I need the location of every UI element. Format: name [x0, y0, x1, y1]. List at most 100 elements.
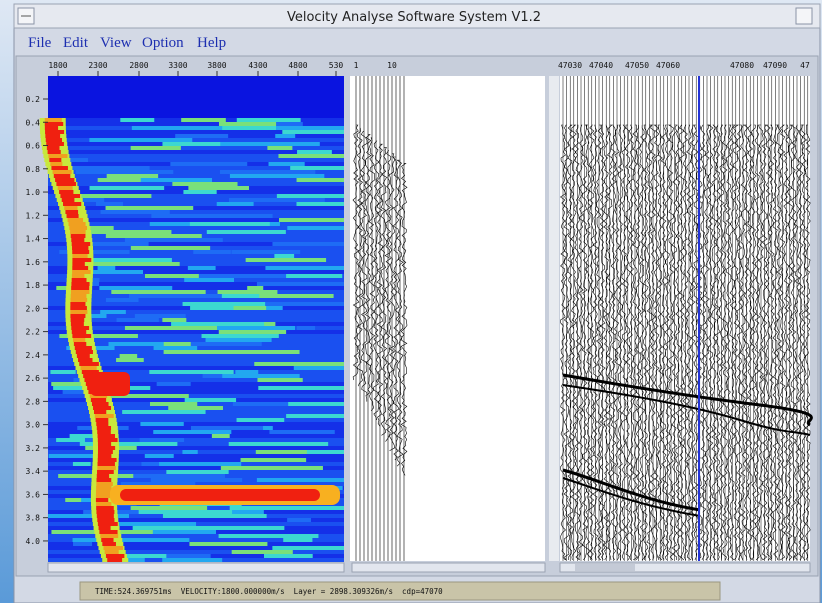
- semblance-row: [48, 382, 344, 386]
- trace-wiggle: [711, 124, 718, 561]
- semblance-band: [296, 202, 344, 206]
- semblance-band: [254, 362, 344, 366]
- semblance-row: [48, 194, 344, 198]
- semblance-peak: [76, 354, 90, 358]
- semblance-band: [69, 434, 95, 438]
- semblance-band: [264, 302, 344, 306]
- semblance-band: [222, 374, 276, 378]
- semblance-band: [282, 130, 344, 134]
- menu-item[interactable]: Help: [197, 35, 226, 51]
- semblance-peak: [97, 438, 118, 442]
- trace-wiggle: [754, 124, 761, 561]
- semblance-peak: [44, 118, 62, 122]
- semblance-row: [48, 318, 344, 322]
- semblance-band: [100, 310, 126, 314]
- time-tick-label: 3.8: [26, 514, 41, 523]
- semblance-peak: [72, 250, 90, 254]
- semblance-band: [188, 186, 249, 190]
- semblance-band: [235, 370, 259, 374]
- semblance-peak: [81, 370, 99, 374]
- semblance-band: [163, 350, 254, 354]
- menu-item[interactable]: File: [28, 35, 52, 51]
- menu-item[interactable]: View: [100, 35, 132, 51]
- reflector: [562, 384, 811, 436]
- semblance-band: [56, 438, 85, 442]
- semblance-band: [296, 178, 344, 182]
- semblance-peak: [70, 306, 87, 310]
- semblance-peak: [73, 342, 87, 346]
- semblance-peak: [72, 254, 88, 258]
- semblance-row: [48, 146, 344, 150]
- gather-scrollbar[interactable]: [351, 562, 546, 573]
- semblance-band: [139, 138, 193, 142]
- cdp-tick-label: 47080: [730, 61, 754, 70]
- cdp-scrollbar[interactable]: [559, 562, 811, 573]
- semblance-row: [48, 390, 344, 394]
- semblance-peak: [69, 226, 88, 230]
- semblance-peak: [71, 278, 87, 282]
- semblance-band: [219, 170, 316, 174]
- semblance-band: [151, 554, 211, 558]
- semblance-peak: [61, 198, 75, 202]
- semblance-row: [48, 174, 344, 178]
- semblance-band: [77, 242, 149, 246]
- semblance-row: [48, 282, 344, 286]
- semblance-row: [48, 458, 344, 462]
- semblance-band: [140, 422, 184, 426]
- semblance-row: [48, 242, 344, 246]
- semblance-peak: [97, 522, 118, 526]
- cdp-tick-label: 47: [800, 61, 810, 70]
- menu-item[interactable]: Option: [142, 35, 184, 51]
- semblance-peak: [56, 182, 76, 186]
- velocity-tick-label: 3800: [207, 61, 226, 70]
- trace-wiggle: [786, 124, 793, 561]
- semblance-row: [48, 414, 344, 418]
- semblance-row: [48, 334, 344, 338]
- semblance-band: [116, 318, 159, 322]
- semblance-peak: [95, 498, 109, 502]
- semblance-peak: [45, 138, 63, 142]
- cdp-scroll-thumb[interactable]: [575, 564, 635, 571]
- semblance-row: [48, 354, 344, 358]
- reflector: [562, 373, 813, 427]
- menu-item[interactable]: Edit: [63, 35, 89, 51]
- semblance-peak: [45, 134, 61, 138]
- semblance-band: [247, 286, 264, 290]
- semblance-row: [48, 446, 344, 450]
- trace-wiggle: [606, 124, 613, 561]
- semblance-band: [245, 258, 327, 262]
- semblance-row: [48, 286, 344, 290]
- time-tick-label: 3.6: [26, 490, 41, 499]
- semblance-band: [183, 190, 217, 194]
- semblance-band: [193, 250, 231, 254]
- velocity-tick-label: 4300: [248, 61, 267, 70]
- semblance-row: [48, 366, 344, 370]
- semblance-band: [81, 198, 105, 202]
- semblance-peak: [96, 514, 114, 518]
- semblance-band: [157, 430, 200, 434]
- trace-wiggle: [599, 124, 606, 561]
- semblance-band: [190, 342, 262, 346]
- semblance-peak: [45, 130, 65, 134]
- time-tick-label: 4.0: [26, 537, 41, 546]
- trace-wiggle: [772, 124, 779, 561]
- cdp-tick-label: 47030: [558, 61, 582, 70]
- semblance-row: [48, 150, 344, 154]
- semblance-band: [205, 338, 272, 342]
- semblance-row: [48, 210, 344, 214]
- trace-wiggle: [743, 124, 750, 561]
- time-tick-label: 3.2: [26, 444, 41, 453]
- semblance-row: [48, 270, 344, 274]
- semblance-band: [287, 226, 344, 230]
- semblance-band: [240, 458, 307, 462]
- minimize-button[interactable]: [795, 7, 813, 25]
- semblance-band: [141, 462, 160, 466]
- semblance-band: [270, 374, 300, 378]
- semblance-band: [99, 286, 173, 290]
- semblance-band: [74, 258, 172, 262]
- semblance-band: [287, 518, 311, 522]
- semblance-band: [190, 426, 264, 430]
- semblance-scrollbar[interactable]: [47, 562, 345, 573]
- semblance-band: [105, 554, 167, 558]
- trace-wiggle: [693, 124, 700, 561]
